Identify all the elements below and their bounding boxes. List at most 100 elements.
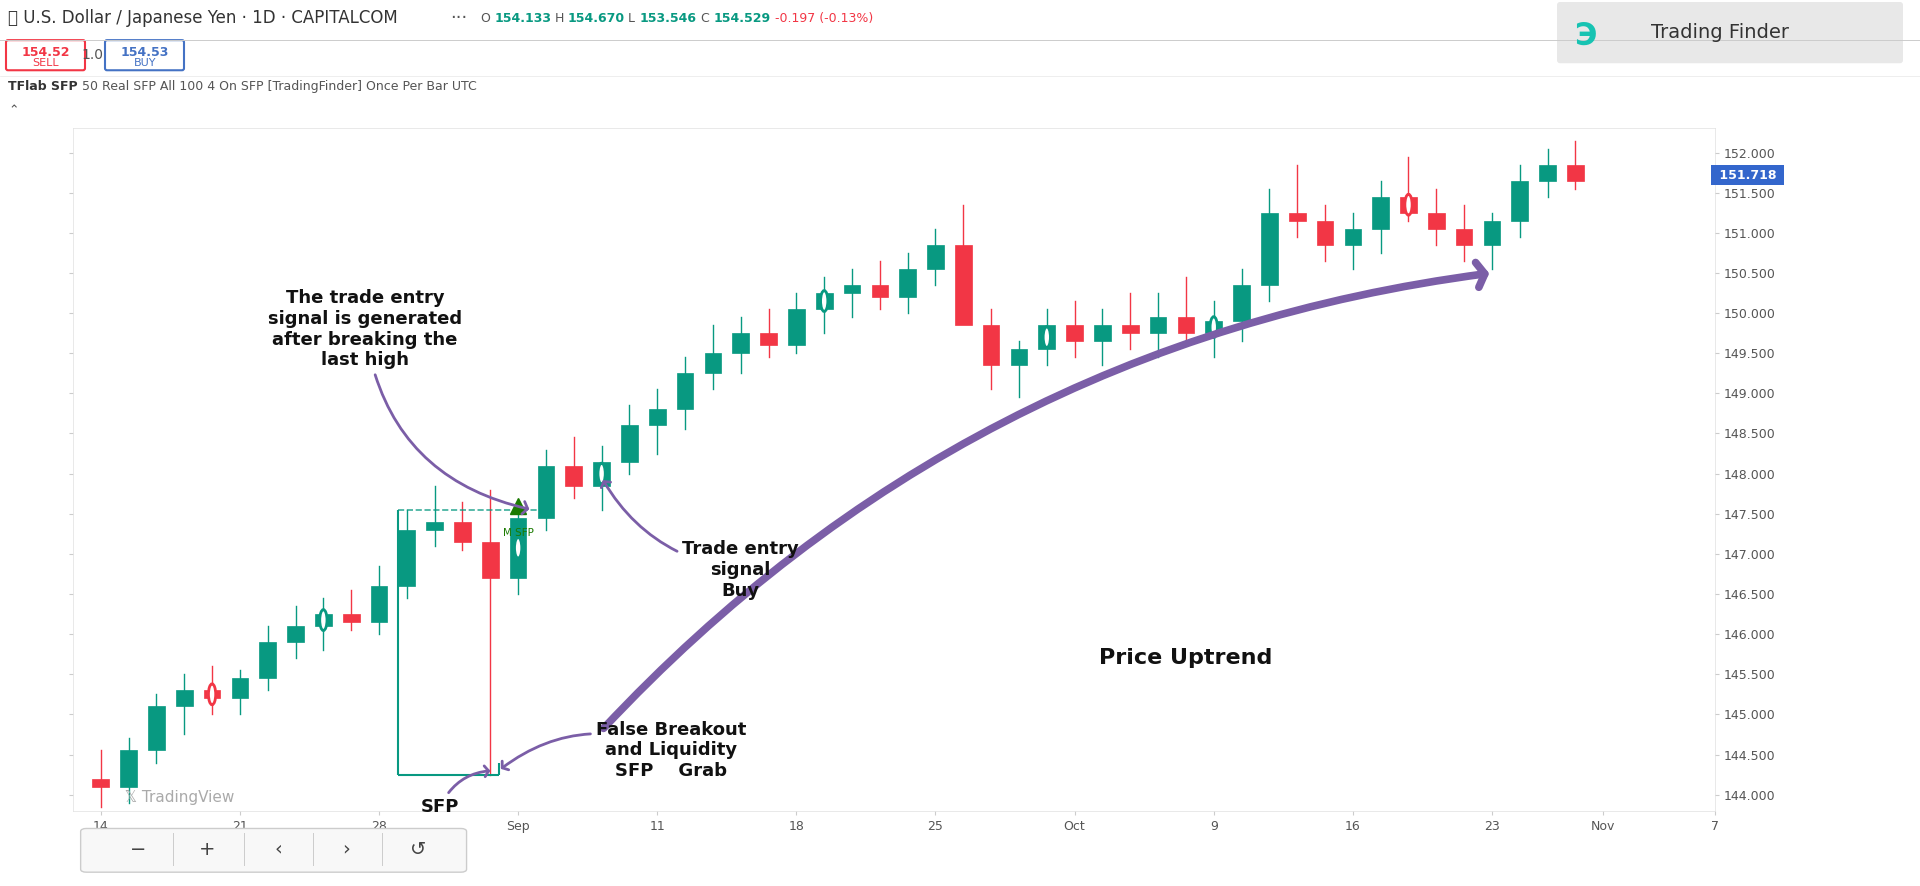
Bar [1373, 197, 1388, 229]
Bar [371, 586, 388, 622]
Bar [899, 269, 916, 297]
Bar [1066, 325, 1083, 341]
Text: ⦿ U.S. Dollar / Japanese Yen · 1D · CAPITALCOM: ⦿ U.S. Dollar / Japanese Yen · 1D · CAPI… [8, 9, 397, 27]
Bar [1233, 285, 1250, 321]
Bar [1177, 317, 1194, 333]
Text: ‹: ‹ [275, 840, 282, 859]
Text: Trade entry
signal
Buy: Trade entry signal Buy [601, 481, 799, 600]
Bar [1344, 229, 1361, 245]
Bar [259, 642, 276, 679]
Text: Price Uptrend: Price Uptrend [1100, 649, 1273, 668]
Bar [1317, 221, 1332, 245]
Circle shape [1210, 316, 1217, 338]
Bar [511, 517, 526, 578]
Text: C: C [701, 12, 708, 25]
Bar [1400, 197, 1417, 213]
Circle shape [1043, 327, 1050, 347]
Bar [1121, 325, 1139, 333]
Bar [1540, 165, 1555, 181]
Text: +: + [200, 840, 215, 859]
Text: H: H [555, 12, 564, 25]
Bar [1010, 349, 1027, 365]
Text: 1.0: 1.0 [81, 48, 104, 62]
Bar [344, 614, 359, 622]
Bar [649, 409, 666, 425]
Circle shape [597, 463, 605, 484]
Text: 50 Real SFP All 100 4 On SFP [TradingFinder] Once Per Bar UTC: 50 Real SFP All 100 4 On SFP [TradingFin… [83, 80, 476, 93]
Text: TFlab SFP: TFlab SFP [8, 80, 77, 93]
Text: 𝕏 TradingView: 𝕏 TradingView [115, 790, 234, 805]
Text: 153.546: 153.546 [639, 12, 697, 25]
Bar [732, 333, 749, 354]
Text: −: − [131, 840, 146, 859]
Bar [1455, 229, 1473, 245]
Text: 154.670: 154.670 [568, 12, 626, 25]
Bar [121, 750, 136, 787]
Text: ⌃: ⌃ [8, 104, 19, 117]
Text: O: O [480, 12, 490, 25]
Text: 154.52: 154.52 [21, 46, 71, 58]
Bar [620, 425, 637, 462]
Bar [816, 293, 833, 309]
Text: 151.718: 151.718 [1715, 168, 1780, 182]
Bar [148, 706, 165, 750]
Text: L: L [628, 12, 636, 25]
Bar [1511, 181, 1528, 221]
Text: False Breakout
and Liquidity
SFP    Grab: False Breakout and Liquidity SFP Grab [503, 720, 747, 781]
Bar [593, 462, 611, 486]
Bar [288, 626, 303, 642]
Bar [1039, 325, 1056, 349]
Text: M SFP: M SFP [503, 528, 534, 538]
Bar [315, 614, 332, 626]
Text: Trading Finder: Trading Finder [1651, 23, 1789, 42]
Text: 154.529: 154.529 [714, 12, 772, 25]
Text: -0.197 (-0.13%): -0.197 (-0.13%) [776, 12, 874, 25]
Bar [204, 690, 221, 698]
Bar [676, 373, 693, 409]
Text: SELL: SELL [33, 58, 60, 68]
Text: The trade entry
signal is generated
after breaking the
last high: The trade entry signal is generated afte… [269, 289, 528, 514]
Bar [232, 679, 248, 698]
Bar [1484, 221, 1500, 245]
Bar [872, 285, 889, 297]
Bar [954, 245, 972, 325]
FancyBboxPatch shape [81, 828, 467, 872]
Bar [1150, 317, 1167, 333]
Bar [1206, 321, 1221, 333]
Bar [399, 530, 415, 586]
Bar [927, 245, 945, 269]
Text: BUY: BUY [134, 58, 156, 68]
Circle shape [321, 610, 326, 631]
Bar [705, 354, 722, 373]
Bar [1288, 213, 1306, 221]
Bar [843, 285, 860, 293]
Bar [92, 779, 109, 787]
Bar [1261, 213, 1277, 285]
Bar [1428, 213, 1444, 229]
Bar [426, 522, 444, 530]
Circle shape [820, 291, 828, 312]
Bar [787, 309, 804, 346]
Text: ℈: ℈ [1574, 18, 1596, 47]
FancyBboxPatch shape [6, 40, 84, 70]
Circle shape [1405, 194, 1411, 215]
Text: 154.133: 154.133 [495, 12, 553, 25]
Bar [760, 333, 778, 346]
Bar [455, 522, 470, 542]
Circle shape [515, 538, 522, 558]
Text: 154.53: 154.53 [121, 46, 169, 58]
Text: ↺: ↺ [411, 840, 426, 859]
Bar [564, 465, 582, 486]
FancyBboxPatch shape [1557, 2, 1903, 63]
FancyBboxPatch shape [106, 40, 184, 70]
Bar [177, 690, 192, 706]
Text: SFP: SFP [420, 766, 488, 816]
Bar [538, 465, 555, 517]
Bar [1567, 165, 1584, 181]
Bar [482, 542, 499, 578]
Text: ···: ··· [449, 9, 467, 27]
Bar [983, 325, 1000, 365]
Bar [1094, 325, 1112, 341]
Text: ›: › [342, 840, 349, 859]
Circle shape [209, 684, 215, 704]
